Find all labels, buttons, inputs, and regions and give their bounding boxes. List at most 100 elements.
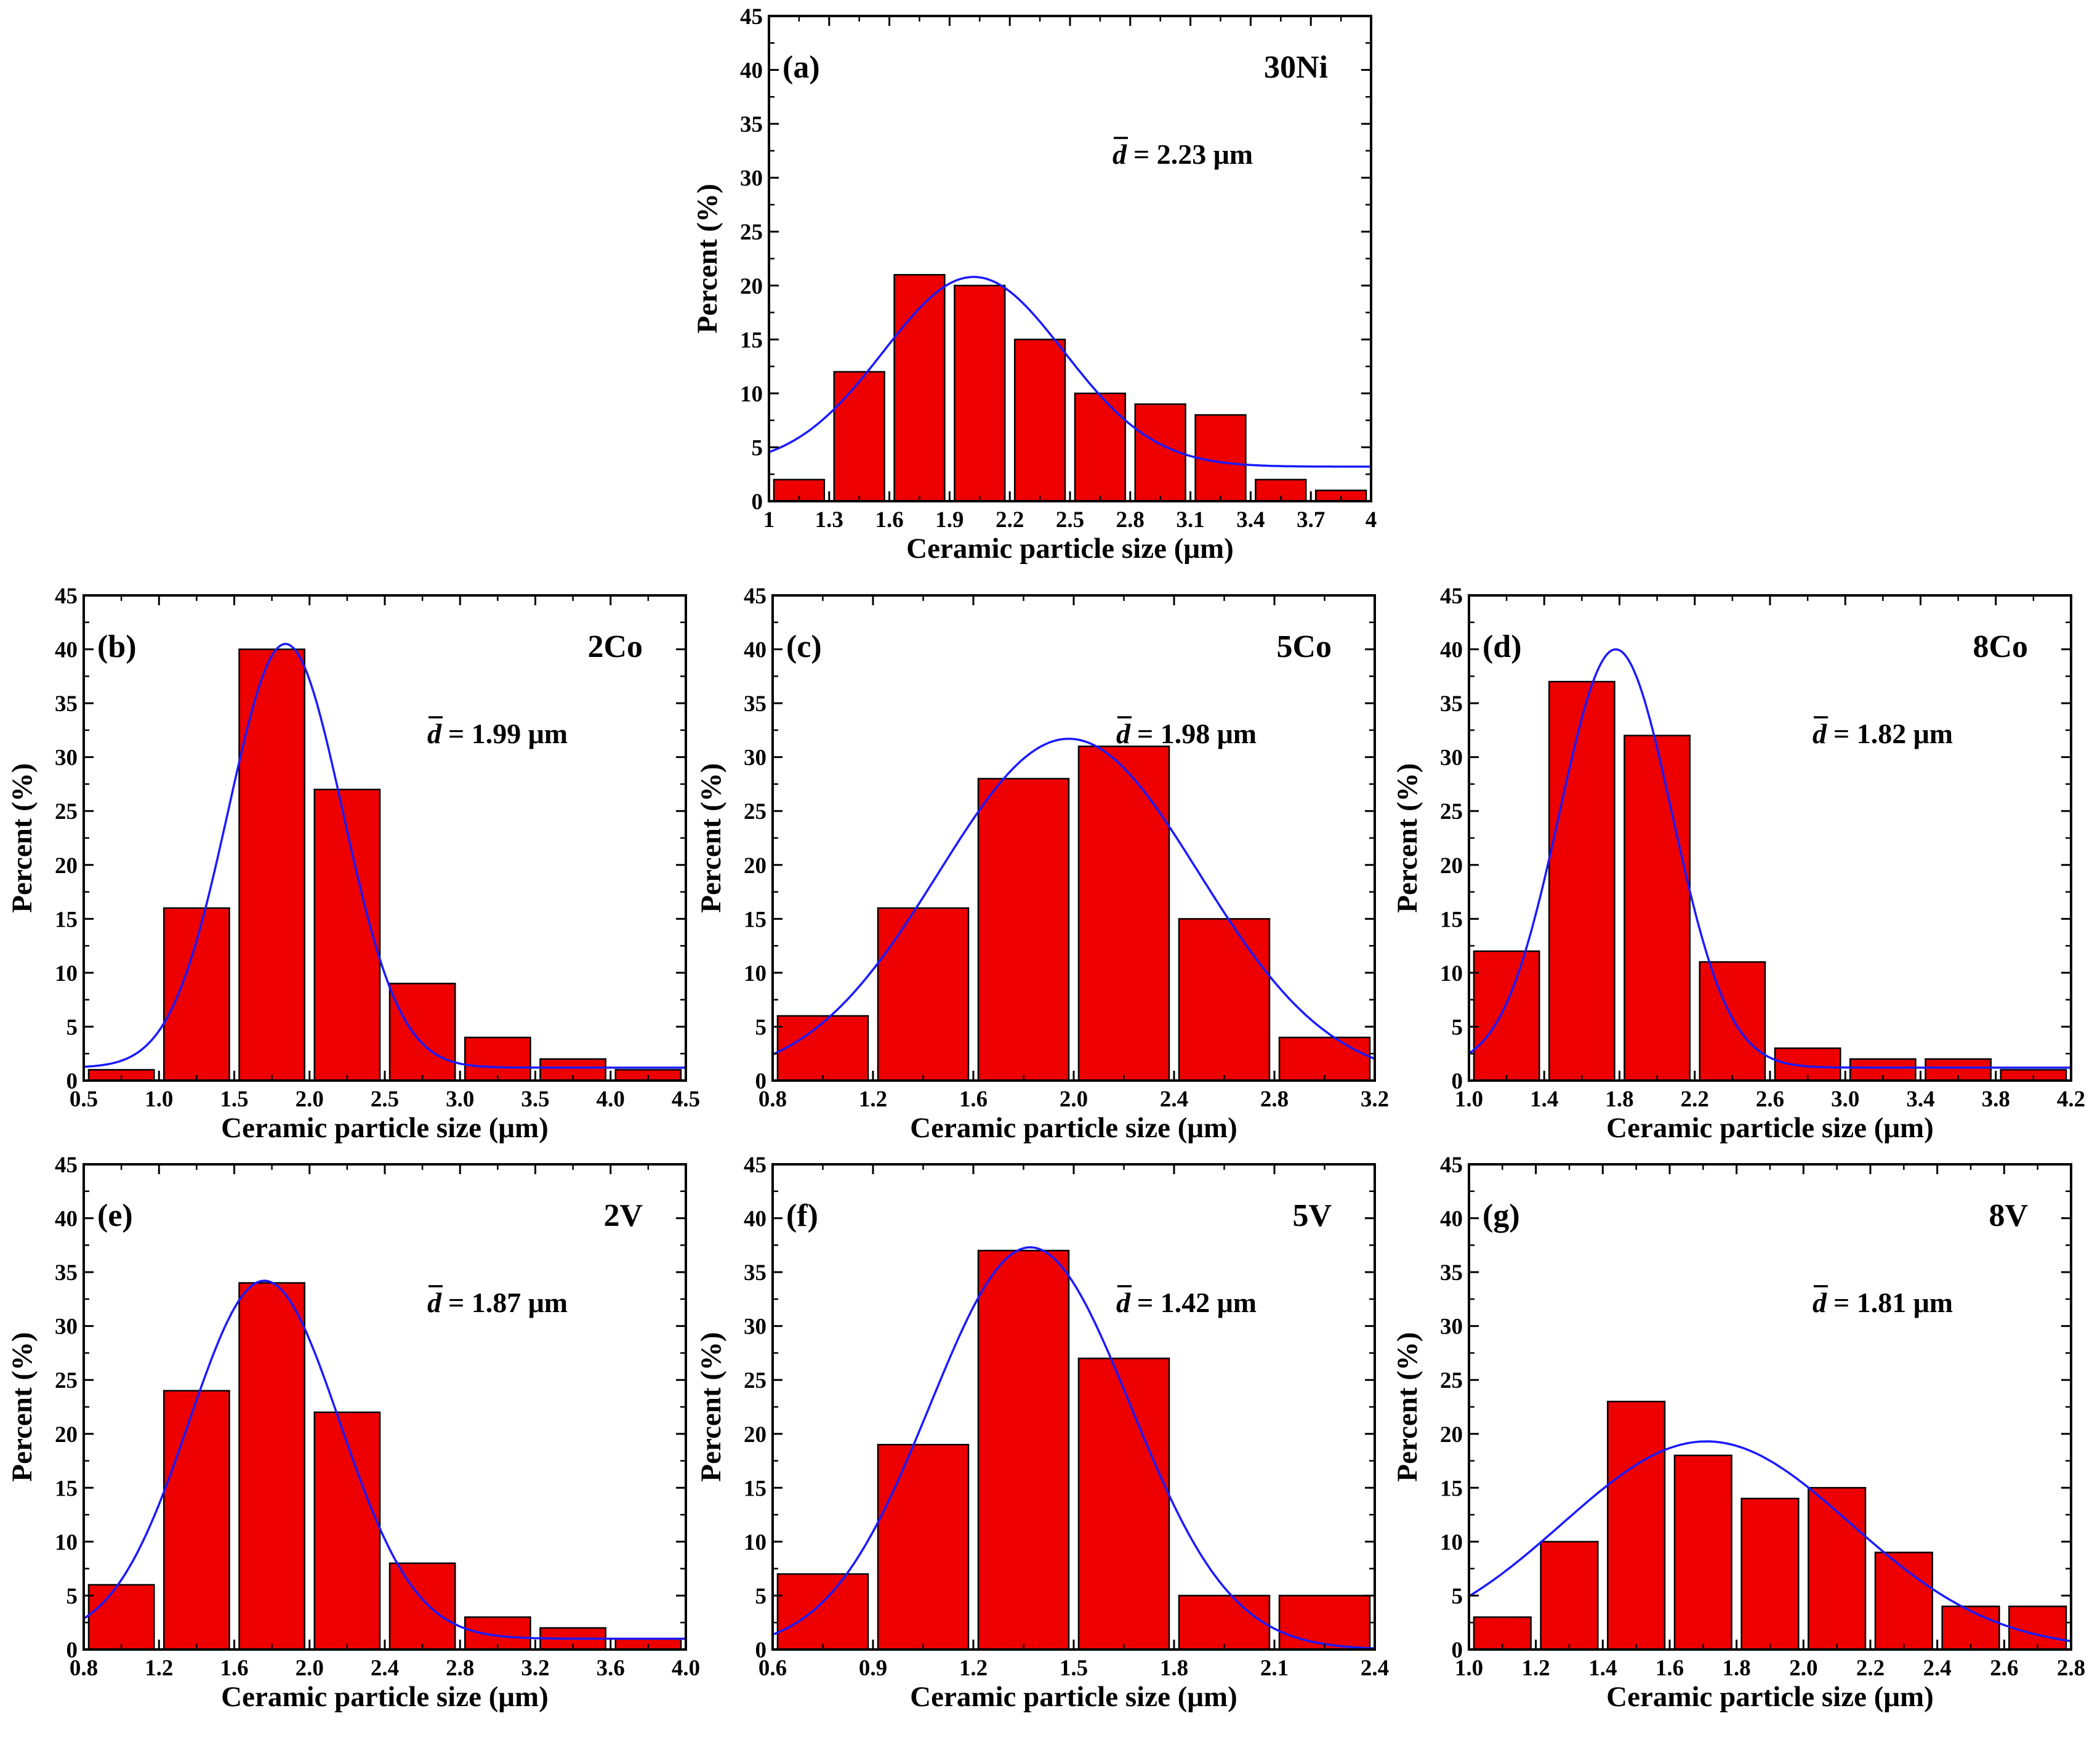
y-tick-label: 20 (1440, 1422, 1463, 1448)
y-tick-label: 35 (1440, 691, 1463, 717)
y-tick-label: 15 (740, 328, 763, 353)
mean-value: = 1.98 μm (1137, 718, 1257, 749)
x-tick-label: 1.5 (220, 1087, 248, 1112)
histogram-bar (1278, 1595, 1371, 1651)
y-tick-label: 45 (55, 1153, 78, 1178)
x-tick-label: 3.8 (1982, 1087, 2010, 1112)
mean-value: = 1.87 μm (448, 1287, 568, 1318)
chart-panel-e: 0.8 1.2 1.6 2.0 2.4 2.8 3.2 3.6 4.0 0 5 10 15 20 25 30 3… (6, 1153, 700, 1713)
y-tick-label: 25 (1440, 799, 1463, 824)
histogram-bar (1673, 1454, 1732, 1651)
y-axis-title: Percent (%) (691, 183, 723, 333)
x-tick-label: 1.9 (935, 507, 964, 533)
x-tick-label: 0.9 (859, 1656, 887, 1681)
x-tick-label: 2.4 (1361, 1656, 1389, 1681)
x-axis-title: Ceramic particle size (μm) (906, 533, 1234, 565)
histogram-bar (2008, 1605, 2067, 1651)
y-tick-label: 10 (740, 382, 763, 407)
histogram-bar (1178, 918, 1271, 1082)
y-tick-label: 25 (1440, 1368, 1463, 1393)
histogram-bar (1699, 961, 1766, 1082)
histogram-bar (1548, 680, 1615, 1082)
x-tick-label: 2.0 (296, 1087, 324, 1112)
x-tick-label: 1.0 (1455, 1087, 1483, 1112)
x-tick-label: 0.8 (758, 1087, 787, 1112)
mean-symbol: d (1116, 718, 1131, 749)
y-tick-label: 5 (752, 435, 763, 461)
y-tick-label: 45 (1440, 1153, 1463, 1178)
y-tick-label: 0 (66, 1638, 78, 1663)
x-tick-label: 1.5 (1060, 1656, 1088, 1681)
histogram-bar (1808, 1487, 1867, 1651)
y-axis-title: Percent (%) (6, 763, 38, 912)
y-tick-label: 0 (755, 1069, 767, 1094)
x-tick-label: 3.4 (1906, 1087, 1934, 1112)
histogram-bar (1013, 339, 1066, 502)
histogram-bar (1623, 735, 1691, 1082)
histogram-bar (1849, 1058, 1917, 1082)
x-tick-label: 2.0 (1789, 1656, 1817, 1681)
gaussian-fit-line (1468, 648, 2071, 1069)
y-tick-label: 40 (55, 638, 78, 663)
histogram-bar (1077, 1357, 1170, 1651)
x-axis-title: Ceramic particle size (μm) (221, 1112, 549, 1144)
x-tick-label: 1.8 (1723, 1656, 1751, 1681)
x-tick-label: 3.2 (1361, 1087, 1389, 1112)
y-tick-label: 0 (1452, 1069, 1463, 1094)
x-tick-label: 4.2 (2057, 1087, 2085, 1112)
x-tick-label: 4.5 (672, 1087, 700, 1112)
x-tick-label: 0.5 (70, 1087, 98, 1112)
histogram-bar (1278, 1036, 1371, 1082)
histogram-bar (1740, 1497, 1800, 1651)
y-tick-label: 25 (55, 799, 78, 824)
y-tick-label: 5 (1452, 1015, 1463, 1040)
y-tick-label: 40 (1440, 1207, 1463, 1232)
y-tick-label: 30 (744, 1315, 766, 1340)
x-tick-label: 2.2 (1856, 1656, 1885, 1681)
y-axis-title: Percent (%) (695, 763, 727, 912)
y-tick-label: 35 (740, 112, 763, 137)
y-tick-label: 35 (744, 691, 766, 717)
y-tick-label: 10 (55, 1530, 78, 1555)
x-tick-label: 2.4 (1923, 1656, 1952, 1681)
y-tick-label: 15 (55, 907, 78, 932)
x-tick-label: 1.4 (1530, 1087, 1558, 1112)
mean-value: = 2.23 μm (1133, 139, 1253, 170)
x-tick-label: 2.0 (296, 1656, 324, 1681)
x-tick-label: 2.6 (1990, 1656, 2018, 1681)
x-tick-label: 1 (763, 507, 775, 533)
x-tick-label: 1.6 (220, 1656, 248, 1681)
x-tick-label: 2.0 (1060, 1087, 1088, 1112)
mean-symbol: d (1112, 139, 1127, 170)
x-tick-label: 1.0 (1455, 1656, 1483, 1681)
x-tick-label: 4.0 (597, 1087, 625, 1112)
x-tick-label: 2.8 (1116, 507, 1145, 533)
y-tick-label: 25 (55, 1368, 78, 1393)
y-tick-label: 45 (740, 4, 763, 30)
histogram-bar (163, 1390, 230, 1651)
gaussian-fit-line (772, 738, 1375, 1060)
histogram-bar (1607, 1400, 1666, 1651)
y-tick-label: 15 (744, 1476, 766, 1501)
panel-label: (f) (786, 1198, 818, 1233)
x-tick-label: 3.1 (1176, 507, 1204, 533)
chart-panel-d: 1.0 1.4 1.8 2.2 2.6 3.0 3.4 3.8 4.2 0 5 10 15 20 25 30 3… (1391, 584, 2085, 1144)
chart-panel-c: 0.8 1.2 1.6 2.0 2.4 2.8 3.2 0 5 10 15 20 25 30 35 40 45 C… (695, 584, 1389, 1144)
histogram-bar (977, 1249, 1070, 1651)
x-axis-title: Ceramic particle size (μm) (1606, 1112, 1934, 1144)
histogram-bar (893, 274, 946, 502)
y-tick-label: 5 (66, 1015, 78, 1040)
y-tick-label: 25 (740, 220, 763, 245)
panels-container: 1 1.3 1.6 1.9 2.2 2.5 2.8 3.1 3.4 3.7 405101520253… (6, 4, 2085, 1713)
mean-symbol: d (1812, 1287, 1827, 1318)
x-tick-label: 2.8 (446, 1656, 474, 1681)
y-tick-label: 45 (744, 584, 766, 609)
y-tick-label: 10 (744, 961, 766, 986)
x-tick-label: 2.2 (1681, 1087, 1709, 1112)
histogram-bar (977, 778, 1070, 1082)
y-tick-label: 30 (744, 746, 766, 771)
x-tick-label: 4.0 (672, 1656, 700, 1681)
histogram-bar (388, 983, 456, 1082)
x-tick-label: 2.6 (1756, 1087, 1784, 1112)
